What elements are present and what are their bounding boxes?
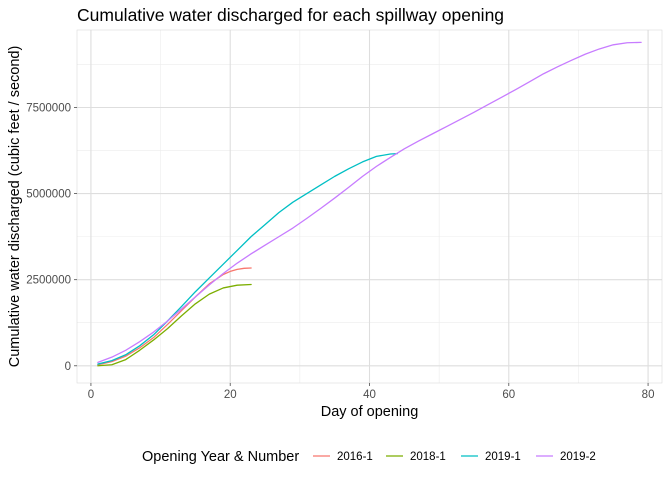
series-line-2019-2 — [97, 41, 642, 363]
x-tick-label: 20 — [224, 389, 237, 401]
series-line-2018-1 — [97, 283, 252, 367]
y-axis-title: Cumulative water discharged (cubic feet … — [7, 46, 23, 368]
axis-ticks: 0 20 40 60 80 0 2500000 5000000 7500000 — [26, 102, 654, 401]
x-tick-label: 40 — [363, 389, 376, 401]
y-tick-label: 5000000 — [26, 189, 71, 201]
legend-title: Opening Year & Number — [142, 449, 299, 465]
legend-label-2016-1: 2016-1 — [337, 451, 373, 463]
legend-label-2019-2: 2019-2 — [560, 451, 596, 463]
chart-title: Cumulative water discharged for each spi… — [77, 5, 504, 25]
gridlines — [77, 30, 662, 383]
series-line-2016-1 — [97, 267, 252, 366]
y-tick-label: 2500000 — [26, 275, 71, 287]
legend-label-2019-1: 2019-1 — [485, 451, 521, 463]
x-tick-label: 60 — [502, 389, 515, 401]
x-tick-label: 80 — [642, 389, 655, 401]
series-line-2019-1 — [97, 152, 399, 365]
series-lines — [97, 41, 642, 367]
x-tick-label: 0 — [88, 389, 94, 401]
y-tick-label: 0 — [65, 361, 71, 373]
x-axis-title: Day of opening — [321, 404, 419, 420]
legend: Opening Year & Number 2016-1 2018-1 2019-1… — [142, 449, 596, 465]
y-tick-label: 7500000 — [26, 102, 71, 114]
legend-label-2018-1: 2018-1 — [410, 451, 446, 463]
